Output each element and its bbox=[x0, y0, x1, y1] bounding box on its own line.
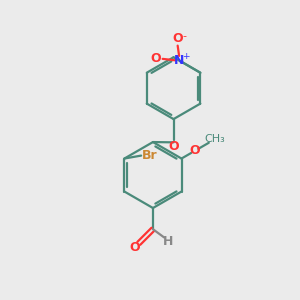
Text: O: O bbox=[190, 144, 200, 158]
Text: CH₃: CH₃ bbox=[205, 134, 226, 144]
Text: +: + bbox=[182, 52, 189, 61]
Text: Br: Br bbox=[142, 149, 158, 162]
Text: O: O bbox=[168, 140, 179, 153]
Text: O: O bbox=[150, 52, 161, 65]
Text: H: H bbox=[163, 236, 173, 248]
Text: O: O bbox=[172, 32, 183, 45]
Text: -: - bbox=[182, 31, 186, 40]
Text: N: N bbox=[174, 54, 184, 67]
Text: O: O bbox=[129, 241, 140, 254]
